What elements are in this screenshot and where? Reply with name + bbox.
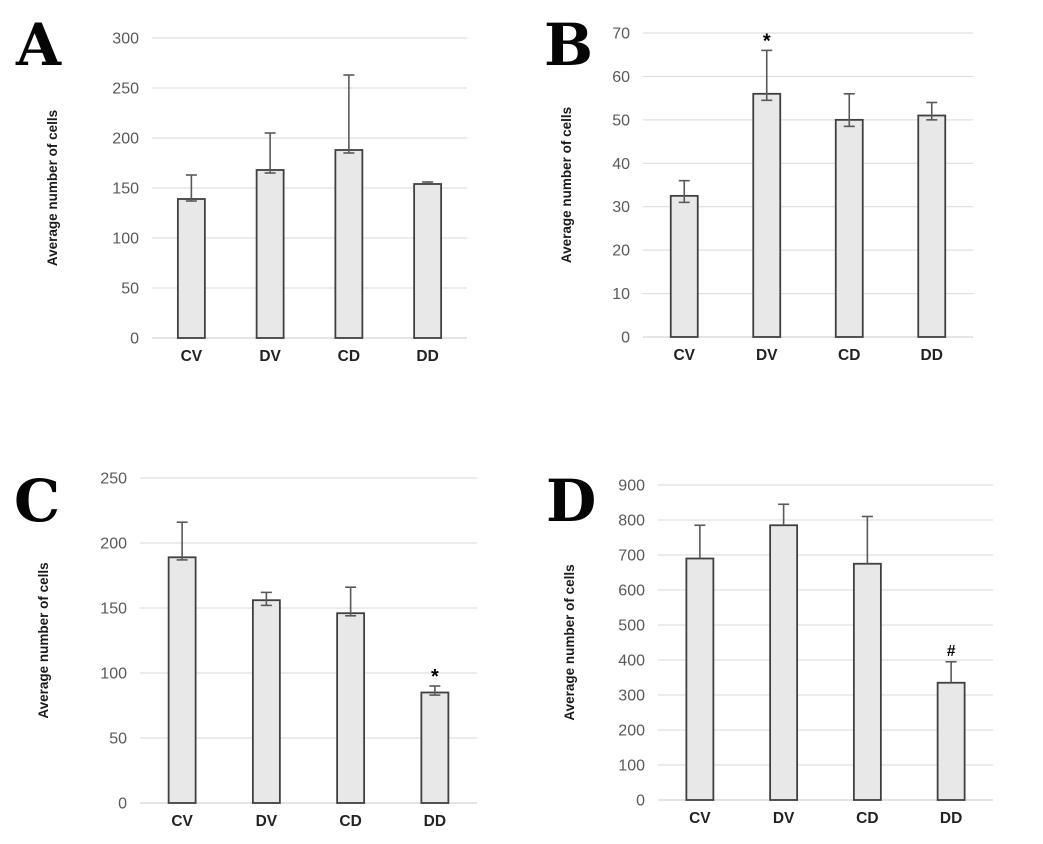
x-tick-label-CD: CD (856, 810, 878, 827)
bar-DD (936, 681, 966, 801)
y-tick-label: 60 (612, 69, 630, 86)
y-tick-label: 200 (100, 536, 127, 553)
x-tick-label-CV: CV (689, 810, 711, 827)
x-tick-label-DV: DV (259, 348, 281, 365)
x-tick-label-CD: CD (838, 347, 860, 364)
significance-marker-DD: * (431, 666, 439, 688)
x-tick-label-DD: DD (424, 813, 446, 830)
y-tick-label: 50 (109, 731, 127, 748)
y-axis-title: Average number of cells (562, 564, 577, 720)
x-tick-label-DV: DV (256, 813, 278, 830)
panel-c-letter: C (14, 467, 61, 535)
y-tick-label: 50 (612, 112, 630, 129)
y-tick-label: 100 (112, 231, 139, 248)
y-tick-label: 250 (112, 81, 139, 98)
panel-a: A 0 50 100 150 200 250 300 Average number of ce… (0, 0, 521, 422)
panel-b-letter: B (544, 11, 594, 79)
significance-marker-DV: * (763, 30, 771, 52)
bar-DV (769, 524, 799, 801)
x-tick-label-CV: CV (171, 813, 193, 830)
y-tick-label: 30 (612, 199, 630, 216)
y-tick-label: 150 (100, 601, 127, 618)
y-tick-label: 100 (618, 758, 645, 775)
y-axis-title: Average number of cells (45, 110, 60, 266)
x-tick-label-CD: CD (338, 348, 360, 365)
chart-c-bar-chart: 0 50 100 150 200 250 Average number of cells CV… (36, 471, 477, 830)
y-tick-label: 700 (618, 548, 645, 565)
y-tick-label: 600 (618, 583, 645, 600)
bar-DD (413, 183, 443, 339)
bar-CD (852, 562, 882, 801)
x-tick-label-CV: CV (673, 347, 695, 364)
y-tick-label: 900 (618, 478, 645, 495)
bar-DV (255, 169, 285, 339)
y-tick-label: 150 (112, 181, 139, 198)
bar-CD (336, 612, 366, 804)
x-tick-label-CV: CV (181, 348, 203, 365)
y-tick-label: 200 (112, 131, 139, 148)
y-tick-label: 300 (112, 31, 139, 48)
panel-d: D 0 100 200 300 400 500 600 700 800 900 Average nu… (521, 422, 1043, 844)
bar-DD (917, 114, 947, 338)
chart-a-bar-chart: 0 50 100 150 200 250 300 Average number of cell… (45, 31, 467, 365)
y-axis-title: Average number of cells (559, 107, 574, 263)
y-tick-label: 100 (100, 666, 127, 683)
x-tick-label-DD: DD (940, 810, 962, 827)
x-tick-label-CD: CD (339, 813, 361, 830)
significance-marker-DD: # (947, 643, 956, 660)
panel-c: C 0 50 100 150 200 250 Average number of cells… (0, 422, 521, 844)
bar-CV (176, 198, 206, 339)
y-tick-label: 50 (121, 281, 139, 298)
panel-d-letter: D (546, 467, 597, 535)
x-tick-label-DV: DV (773, 810, 795, 827)
y-tick-label: 800 (618, 513, 645, 530)
chart-d-bar-chart: 0 100 200 300 400 500 600 700 800 900 Average numb… (562, 478, 993, 827)
y-tick-label: 250 (100, 471, 127, 488)
y-tick-label: 20 (612, 243, 630, 260)
y-tick-label: 0 (636, 793, 645, 810)
bar-CV (167, 556, 197, 804)
panel-a-letter: A (16, 11, 62, 79)
y-tick-label: 0 (118, 796, 127, 813)
bar-CV (685, 557, 715, 801)
bar-DV (752, 92, 782, 338)
y-tick-label: 70 (612, 26, 630, 43)
bar-DV (251, 599, 281, 804)
x-tick-label-DD: DD (416, 348, 438, 365)
y-tick-label: 200 (618, 723, 645, 740)
y-tick-label: 10 (612, 286, 630, 303)
panel-b: B 0 10 20 30 40 50 60 70 Average number of cells… (521, 0, 1043, 422)
y-tick-label: 400 (618, 653, 645, 670)
y-tick-label: 300 (618, 688, 645, 705)
y-tick-label: 40 (612, 156, 630, 173)
chart-b-bar-chart: 0 10 20 30 40 50 60 70 Average number of cells CV… (559, 26, 973, 364)
y-tick-label: 0 (130, 331, 139, 348)
bar-DD (420, 691, 450, 804)
x-tick-label-DV: DV (756, 347, 778, 364)
bar-CD (834, 118, 864, 338)
bar-CV (669, 194, 699, 338)
y-tick-label: 0 (621, 330, 630, 347)
y-tick-label: 500 (618, 618, 645, 635)
x-tick-label-DD: DD (921, 347, 943, 364)
y-axis-title: Average number of cells (36, 562, 51, 718)
bar-CD (334, 149, 364, 339)
